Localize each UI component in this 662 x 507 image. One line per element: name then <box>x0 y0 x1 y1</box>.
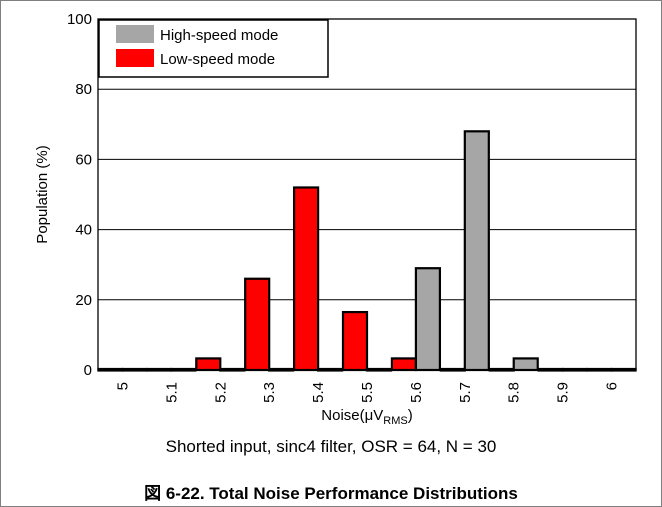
x-tick-label: 5 <box>114 382 131 390</box>
legend-label: Low-speed mode <box>160 51 275 68</box>
y-tick-label: 60 <box>75 151 92 168</box>
bar-low-speed <box>341 310 369 372</box>
chart-caption: Shorted input, sinc4 filter, OSR = 64, N… <box>165 437 497 456</box>
plot-area-border <box>97 18 637 371</box>
x-tick-label: 5.5 <box>359 382 376 403</box>
legend-swatch <box>116 49 154 67</box>
bar-low-speed <box>244 277 271 372</box>
y-axis-title: Population (%) <box>34 145 51 243</box>
y-tick-label: 20 <box>75 292 92 309</box>
axis-ticks: 0 20 40 60 80 100 5 5.1 5.2 5.3 5.4 5.5 5.6 5.7 5.8 5.9… <box>67 11 621 403</box>
x-tick-label: 6 <box>604 382 621 390</box>
y-tick-label: 80 <box>75 81 92 98</box>
bars <box>97 130 637 372</box>
y-tick-label: 0 <box>84 362 92 379</box>
x-tick-label: 5.8 <box>506 382 523 403</box>
x-tick-label: 5.3 <box>261 382 278 403</box>
x-tick-label: 5.9 <box>555 382 572 403</box>
noise-histogram-chart: 0 20 40 60 80 100 5 5.1 5.2 5.3 5.4 5.5 5.6 5.7 5.8 5.9… <box>34 11 637 427</box>
y-tick-label: 100 <box>67 11 92 28</box>
x-tick-label: 5.1 <box>163 382 180 403</box>
bar-high-speed <box>512 357 539 372</box>
x-tick-label: 5.6 <box>408 382 425 403</box>
bar-low-speed <box>195 357 222 372</box>
y-tick-label: 40 <box>75 222 92 239</box>
x-axis-title: Noise(μVRMS) <box>321 407 412 427</box>
x-tick-label: 5.7 <box>457 382 474 403</box>
legend: High-speed mode Low-speed mode <box>98 19 329 78</box>
figure-caption: 図 6-22. Total Noise Performance Distribu… <box>144 484 518 503</box>
bar-high-speed <box>414 267 442 372</box>
x-axis-title-text: Noise <box>321 407 359 424</box>
legend-label: High-speed mode <box>160 27 278 44</box>
bar-low-speed <box>390 357 418 372</box>
bar-high-speed <box>463 130 490 372</box>
x-axis-unit: μV <box>365 407 384 424</box>
x-tick-label: 5.2 <box>212 382 229 403</box>
legend-swatch <box>116 25 154 43</box>
grid-lines <box>98 88 636 301</box>
x-axis-unit-subscript: RMS <box>383 415 407 427</box>
bar-low-speed <box>292 186 320 372</box>
x-tick-label: 5.4 <box>310 382 327 403</box>
